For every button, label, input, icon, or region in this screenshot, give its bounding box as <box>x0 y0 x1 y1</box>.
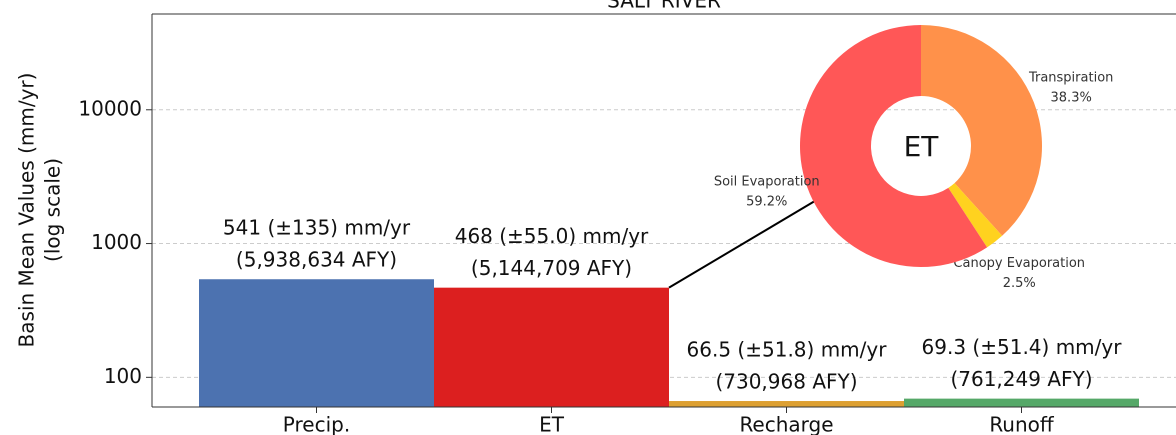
slice-percent: 59.2% <box>746 194 787 209</box>
value-label: 69.3 (±51.4) mm/yr <box>922 335 1123 359</box>
x-tick-label: Precip. <box>283 413 350 435</box>
x-tick-label: Recharge <box>739 413 833 435</box>
value-label: 468 (±55.0) mm/yr <box>455 224 649 248</box>
secondary-label: (730,968 AFY) <box>715 370 857 394</box>
x-tick-label: Runoff <box>989 413 1055 435</box>
pie-title: ET <box>904 130 940 163</box>
bar <box>904 398 1139 407</box>
slice-percent: 38.3% <box>1051 91 1092 106</box>
chart-title: SALT RIVER <box>607 0 721 13</box>
y-tick-label: 10000 <box>78 96 142 120</box>
slice-label: Transpiration <box>1028 71 1113 86</box>
x-tick-label: ET <box>539 413 565 435</box>
y-tick-label: 100 <box>104 364 142 388</box>
y-axis-label: Basin Mean Values (mm/yr) <box>15 73 39 348</box>
connector <box>668 191 831 289</box>
value-label: 541 (±135) mm/yr <box>223 216 411 240</box>
bar <box>669 401 904 407</box>
slice-label: Soil Evaporation <box>714 174 820 189</box>
secondary-label: (761,249 AFY) <box>950 367 1092 391</box>
pie-slice <box>921 25 1042 236</box>
y-axis-label: (log scale) <box>41 158 65 262</box>
slice-label: Canopy Evaporation <box>953 256 1085 271</box>
y-tick-label: 1000 <box>91 230 142 254</box>
slice-percent: 2.5% <box>1003 276 1036 291</box>
secondary-label: (5,144,709 AFY) <box>471 256 632 280</box>
secondary-label: (5,938,634 AFY) <box>236 248 397 272</box>
value-label: 66.5 (±51.8) mm/yr <box>687 338 888 362</box>
pie-slice <box>799 25 988 267</box>
bar <box>199 279 434 407</box>
bar <box>434 287 669 407</box>
pie-slice <box>948 183 1003 248</box>
